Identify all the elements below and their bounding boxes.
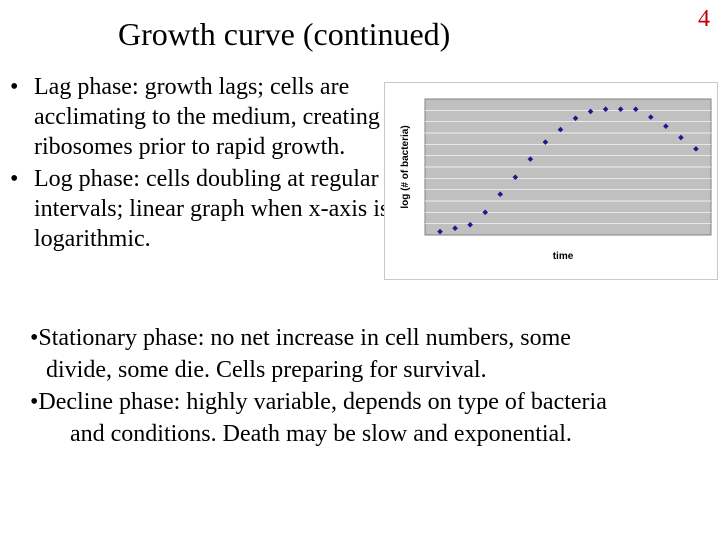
- data-point: [467, 222, 473, 228]
- data-point: [632, 106, 639, 112]
- data-point: [693, 146, 699, 152]
- data-point: [602, 106, 609, 112]
- data-point: [678, 134, 684, 141]
- data-point: [572, 115, 579, 122]
- data-point: [482, 209, 489, 216]
- growth-curve-svg: time log (# of bacteria): [400, 98, 712, 262]
- data-point: [647, 114, 654, 120]
- data-point: [527, 156, 534, 162]
- bullet-stationary-line2: divide, some die. Cells preparing for su…: [46, 357, 487, 383]
- lower-bullet-list: •Stationary phase: no net increase in ce…: [30, 322, 720, 450]
- bullet-log-phase: • Log phase: cells doubling at regular i…: [10, 164, 390, 254]
- bullet-dot: •: [10, 74, 19, 100]
- bullet-dot: •: [10, 166, 19, 192]
- data-point: [587, 108, 594, 115]
- slide-title: Growth curve (continued): [118, 16, 451, 52]
- bullet-log-phase-text: Log phase: cells doubling at regular int…: [34, 166, 390, 252]
- page-number: 4: [698, 6, 710, 32]
- bullet-stationary-line1: •Stationary phase: no net increase in ce…: [30, 325, 571, 351]
- data-point: [663, 123, 669, 129]
- bullet-lag-phase: • Lag phase: growth lags; cells are accl…: [10, 72, 390, 162]
- y-axis-label: log (# of bacteria): [400, 125, 411, 208]
- bullet-decline-line1: •Decline phase: highly variable, depends…: [30, 389, 607, 415]
- growth-curve-chart: time log (# of bacteria): [384, 82, 718, 280]
- bullet-lag-phase-text: Lag phase: growth lags; cells are acclim…: [34, 74, 380, 160]
- bullet-decline-line2: and conditions. Death may be slow and ex…: [70, 421, 572, 447]
- grid-lines: [425, 109, 711, 225]
- data-point: [557, 126, 564, 133]
- data-point: [542, 139, 549, 145]
- x-axis-label: time: [553, 251, 574, 262]
- upper-bullet-list: • Lag phase: growth lags; cells are accl…: [10, 72, 390, 256]
